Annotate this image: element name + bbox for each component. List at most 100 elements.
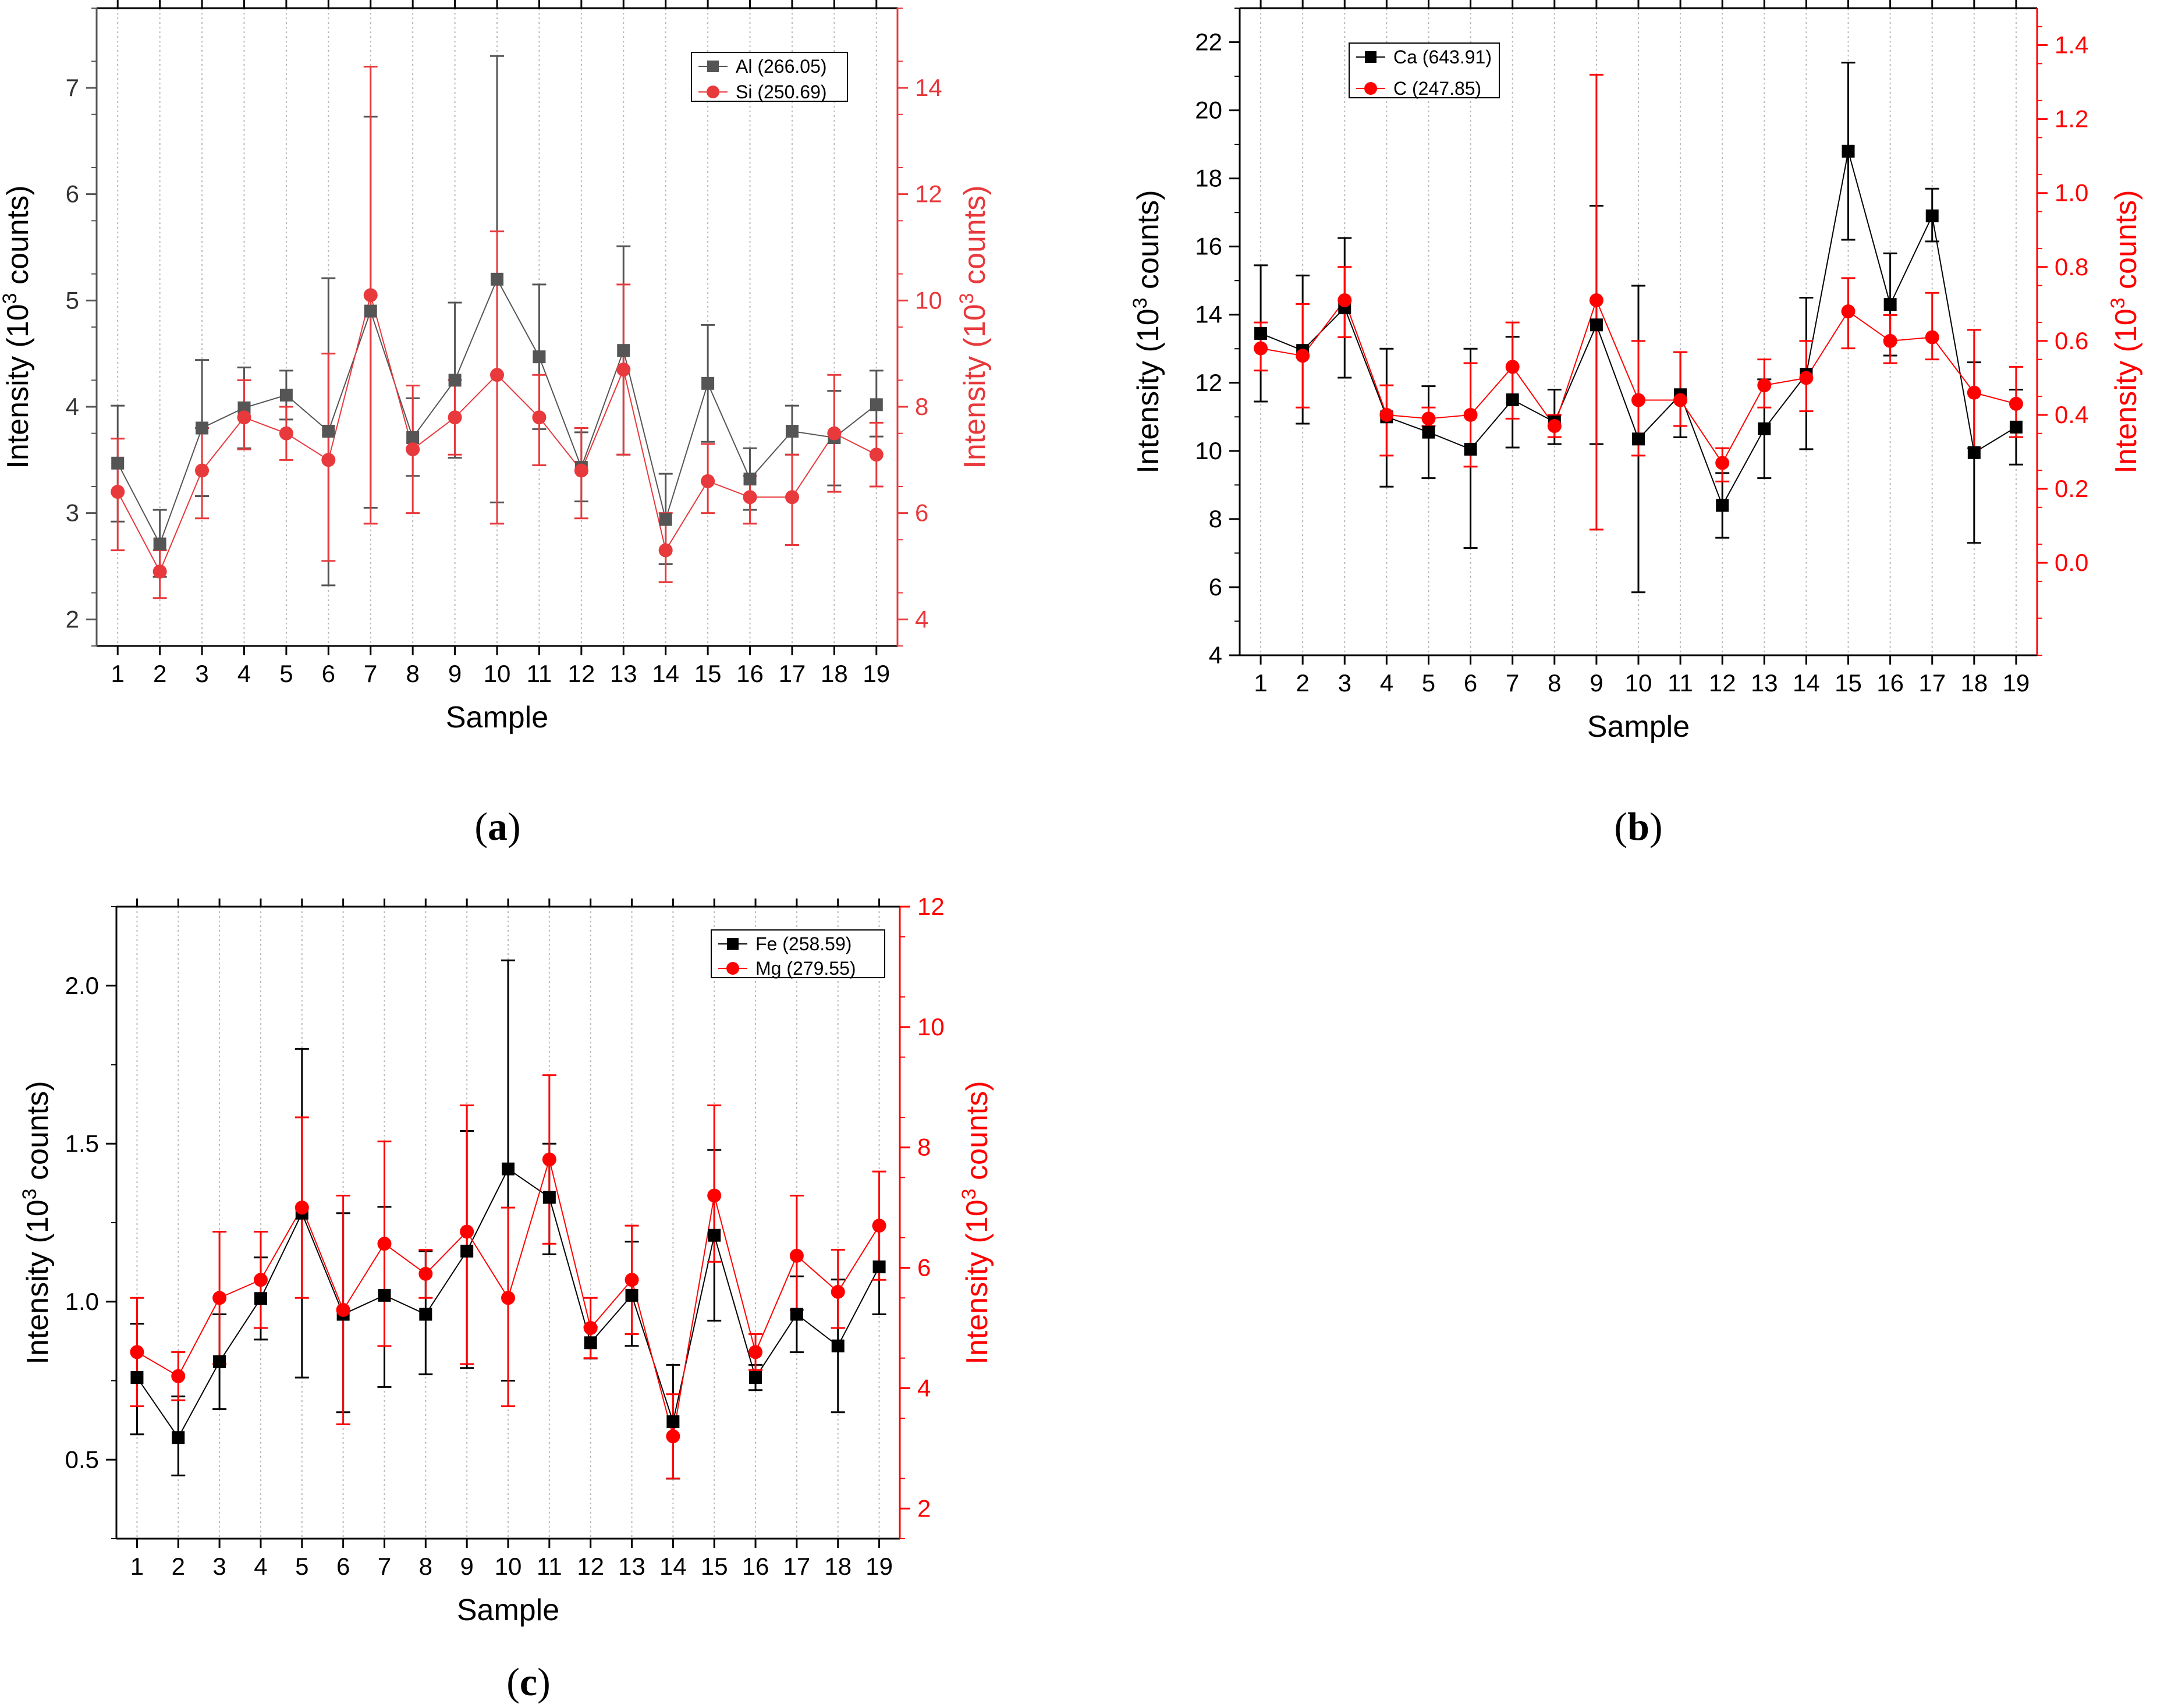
panel-b-legend-square-marker [1365,51,1376,63]
panel-a-x-tick-label: 17 [779,660,806,687]
panel-a-x-tick-label: 3 [195,660,208,687]
panel-b-x-tick-label: 8 [1548,669,1561,697]
panel-b-series-square-point [1925,209,1939,223]
panel-c-y2-tick-label: 4 [917,1374,931,1401]
panel-b-y2-tick-label: 0.4 [2055,401,2088,428]
panel-a-chart: 1 2 3 4 5 6 7 8 9 10 11 12 13 14 15 16 17 18 1923456746810… [0,0,992,734]
panel-c-series-circle-point [707,1188,722,1203]
panel-b-legend-label: C (247.85) [1393,78,1481,99]
panel-a-label: (a) [474,804,520,848]
panel-a-x-tick-label: 13 [610,660,637,687]
panel-a-series-circle-point [869,448,884,462]
panel-b-y2-tick-label: 1.0 [2055,179,2088,207]
panel-a-series-square-point [196,421,209,435]
panel-c-y2-axis-title-superscript: 3 [958,1188,980,1199]
panel-a-legend-label: Si (250.69) [736,81,827,102]
panel-b-x-tick-label: 4 [1380,669,1393,697]
panel-b-y-tick-label: 10 [1195,437,1222,464]
panel-b-x-tick-label: 19 [2003,669,2030,697]
panel-b-y2-tick-label: 1.4 [2055,31,2088,59]
panel-a-series-circle-point [279,426,293,441]
panel-c-y2-tick-label: 10 [917,1013,945,1041]
panel-a-series-circle-point [363,288,378,303]
panel-c-y2-axis-title: Intensity (103 counts) [958,1081,994,1364]
panel-c-x-tick-label: 14 [659,1553,687,1580]
panel-a-label-close: ) [508,804,521,848]
panel-b-series-square-point [1464,442,1477,456]
panel-c-x-axis-title: Sample [457,1593,559,1627]
panel-b-series-circle-point [1631,393,1645,407]
panel-a-series-circle-point [827,426,842,441]
panel-a-series-circle-point [195,463,210,478]
panel-c-y2-axis-title-text: counts) [960,1081,994,1188]
panel-a-x-tick-label: 1 [111,660,125,687]
panel-c-legend-square-marker [727,938,739,950]
panel-b-x-axis-title: Sample [1587,710,1690,744]
panel-b-y2-axis-title: Intensity (103 counts) [2107,190,2143,473]
panel-a-series-circle-point [532,410,547,425]
panel-a-x-tick-label: 10 [484,660,511,687]
panel-c-series-square-point [625,1288,638,1302]
panel-a-x-tick-label: 19 [863,660,890,687]
panel-b-y-tick-label: 18 [1195,165,1222,192]
panel-c-series-square-point [749,1371,762,1384]
panel-c-series-square-point [460,1244,474,1258]
panel-c-x-tick-label: 7 [378,1553,391,1580]
panel-b-x-tick-label: 5 [1422,669,1435,697]
panel-a-series-square-point [701,377,715,390]
panel-b-series-square-point [1716,499,1729,512]
panel-a-y2-tick-label: 4 [915,605,928,633]
panel-b-series-circle-point [1715,456,1730,470]
panel-a-series-square-point [153,537,166,551]
panel-c-y-tick-label: 0.5 [65,1446,99,1473]
panel-a-x-axis-title: Sample [446,701,548,734]
panel-a-series-square-point [659,513,672,526]
panel-b-legend: Ca (643.91) C (247.85) [1349,42,1500,99]
panel-c-label-open: ( [506,1660,520,1704]
panel-a-y-tick-label: 6 [66,180,79,208]
panel-c-legend: Fe (258.59) Mg (279.55) [711,929,885,979]
panel-c-series-circle-point [418,1266,433,1281]
panel-a-series-square-point [279,388,293,402]
panel-b-label: (b) [1614,804,1662,848]
panel-b-y-tick-label: 4 [1209,641,1222,669]
panel-b-y-tick-label: 22 [1195,29,1222,56]
panel-a-y-tick-label: 2 [66,605,79,633]
panel-c-label-close: ) [537,1660,551,1704]
panel-b-y2-axis-title-text: counts) [2109,190,2143,297]
panel-b-label-open: ( [1614,804,1627,848]
panel-c-y-axis-title-superscript: 3 [19,1188,41,1199]
panel-b-y2-tick-label: 0.6 [2055,327,2088,354]
panel-b-series-square-point [2009,420,2023,434]
panel-c-series-square-point [542,1191,556,1204]
panel-b-y2-tick-label: 0.0 [2055,549,2088,576]
panel-b-series-square-point [1422,425,1435,439]
panel-c-series-square-point [130,1371,144,1384]
panel-b-series-square-point [1506,393,1519,407]
panel-c-series-circle-point [831,1284,845,1299]
panel-a-label-open: ( [474,804,488,848]
panel-b-x-tick-label: 15 [1835,669,1862,697]
panel-c-series-circle-point [212,1291,227,1305]
panel-b-series-square-point [1632,432,1645,446]
panel-c-legend-label: Fe (258.59) [755,933,852,954]
panel-a-y-tick-label: 4 [66,393,79,420]
panel-c-series-square-point [790,1308,803,1321]
panel-c-x-tick-label: 8 [419,1553,432,1580]
panel-a-series-circle-point [152,564,167,579]
panel-a-y2-tick-label: 10 [915,286,942,314]
panel-c-series-circle-point [583,1321,598,1335]
panel-a-series-circle-point [237,410,251,425]
panel-a-x-tick-label: 5 [279,660,293,687]
panel-a-y2-tick-label: 14 [915,74,942,101]
panel-a-legend-label: Al (266.05) [736,56,827,77]
panel-a-y-axis-title-text: Intensity (10 [1,304,35,468]
panel-c-y-axis-title-text: counts) [21,1081,55,1188]
panel-a-series-square-point [406,431,420,444]
panel-b-series-square-point [1254,326,1268,340]
panel-a-series-circle-point [701,474,715,488]
panel-b-series-circle-point [1967,385,1981,400]
panel-b-series-circle-point [2009,396,2023,411]
panel-a-legend: Al (266.05) Si (250.69) [691,52,848,102]
panel-b-y-tick-label: 16 [1195,233,1222,260]
